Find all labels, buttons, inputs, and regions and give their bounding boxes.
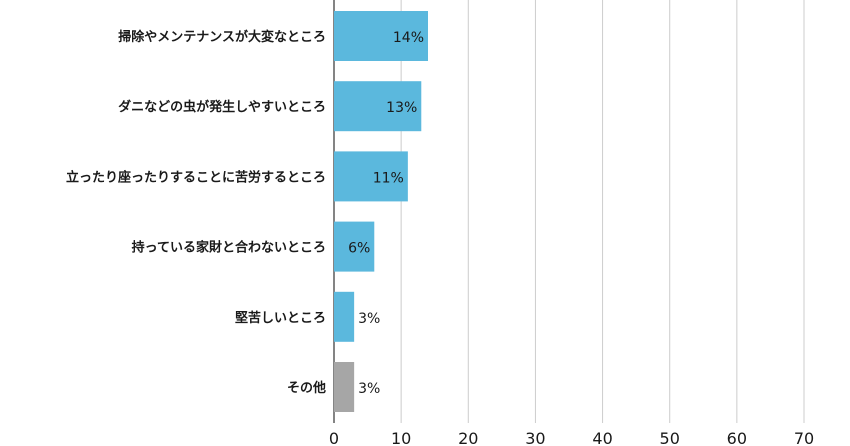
x-tick-label: 0 — [329, 429, 339, 446]
x-tick-label: 70 — [794, 429, 814, 446]
x-tick-label: 30 — [525, 429, 545, 446]
category-label: ダニなどの虫が発生しやすいところ — [118, 99, 326, 115]
category-label: 掃除やメンテナンスが大変なところ — [118, 29, 326, 45]
data-label: 6% — [348, 241, 370, 257]
bar — [334, 362, 355, 412]
bar — [334, 81, 422, 132]
bar — [334, 11, 428, 61]
x-tick-labels: 0 10 20 30 40 50 60 70 — [329, 429, 814, 446]
data-label: 3% — [358, 381, 380, 397]
x-tick-label: 50 — [660, 429, 680, 446]
category-label: 堅苦しいところ — [235, 310, 326, 326]
data-labels: 14% 13% 11% 6% 3% 3% — [348, 30, 424, 397]
data-label: 3% — [358, 311, 380, 327]
bar — [334, 221, 375, 272]
data-label: 14% — [393, 30, 424, 46]
category-labels: 掃除やメンテナンスが大変なところダニなどの虫が発生しやすいところ立ったり座ったり… — [66, 29, 326, 396]
x-tick-label: 10 — [391, 429, 411, 446]
grid-lines — [333, 0, 805, 423]
data-label: 13% — [386, 100, 417, 116]
bars — [334, 11, 428, 412]
data-label: 11% — [373, 170, 404, 186]
category-label: その他 — [287, 380, 326, 396]
category-label: 持っている家財と合わないところ — [132, 240, 326, 256]
bar — [334, 151, 408, 202]
x-tick-label: 20 — [458, 429, 478, 446]
bar — [334, 291, 355, 342]
category-label: 立ったり座ったりすることに苦労するところ — [66, 169, 326, 185]
x-tick-label: 60 — [727, 429, 747, 446]
x-tick-label: 40 — [592, 429, 612, 446]
